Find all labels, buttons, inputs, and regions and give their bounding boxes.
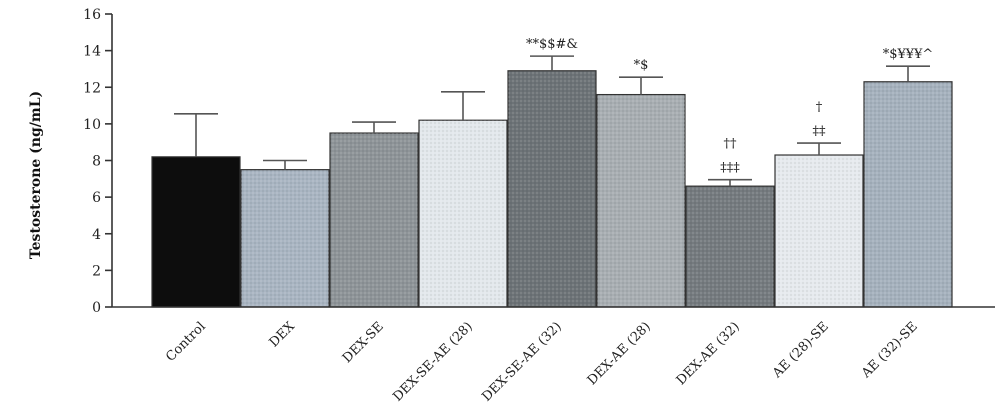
bar-texture bbox=[775, 155, 863, 307]
x-tick-label: DEX-SE-AE (32) bbox=[479, 319, 564, 404]
y-tick-label: 4 bbox=[92, 227, 101, 243]
bar-texture bbox=[508, 70, 596, 307]
significance-annotation: *$ bbox=[634, 58, 649, 73]
significance-annotation: ‡‡‡ bbox=[720, 161, 740, 176]
x-tick-label: AE (28)-SE bbox=[769, 319, 832, 382]
x-tick-label: DEX bbox=[267, 319, 299, 351]
x-tick-label: DEX-SE-AE (28) bbox=[390, 319, 475, 404]
x-tick-label: DEX-SE bbox=[340, 319, 387, 366]
axes-group bbox=[105, 13, 995, 308]
significance-annotation: *$¥¥¥^ bbox=[883, 47, 933, 62]
bar-texture bbox=[597, 94, 685, 307]
significance-annotation: **$$#& bbox=[526, 37, 578, 52]
y-tick-label: 6 bbox=[92, 190, 101, 206]
bar-texture bbox=[330, 133, 418, 307]
y-tick-label: 0 bbox=[92, 300, 101, 316]
y-tick-label: 16 bbox=[83, 7, 101, 23]
y-tick-label: 14 bbox=[83, 44, 101, 60]
bar-texture bbox=[686, 186, 774, 307]
y-axis-label: Testosterone (ng/mL) bbox=[28, 91, 44, 259]
bars-group bbox=[151, 70, 953, 308]
x-tick-label: Control bbox=[163, 319, 209, 365]
significance-annotation: †† bbox=[724, 137, 738, 152]
significance-annotation: ‡‡ bbox=[813, 124, 827, 139]
bar-texture bbox=[241, 169, 329, 307]
x-tick-label: AE (32)-SE bbox=[858, 319, 921, 382]
y-tick-label: 12 bbox=[83, 80, 101, 96]
x-tick-label: DEX-AE (28) bbox=[585, 319, 654, 388]
y-tick-label: 8 bbox=[92, 154, 101, 170]
y-tick-label: 10 bbox=[83, 117, 101, 133]
bar-texture bbox=[419, 120, 507, 308]
significance-annotation: † bbox=[816, 100, 823, 115]
error-bars-group bbox=[174, 55, 930, 187]
bar bbox=[151, 156, 241, 308]
bar-texture bbox=[864, 81, 952, 307]
x-tick-label: DEX-AE (32) bbox=[674, 319, 743, 388]
y-tick-label: 2 bbox=[92, 263, 101, 279]
